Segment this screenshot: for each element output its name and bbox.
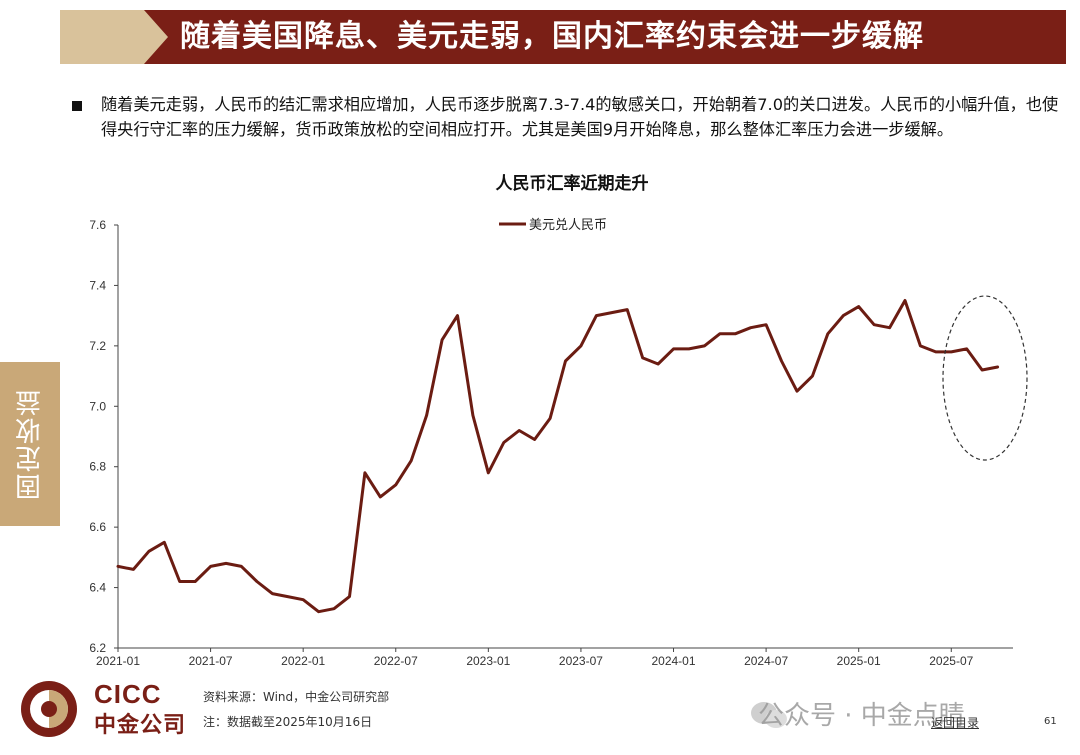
chart-title: 人民币汇率近期走升 — [496, 173, 649, 194]
x-tick-label: 2022-07 — [374, 654, 418, 668]
y-tick-label: 7.2 — [89, 339, 106, 353]
x-tick-label: 2024-07 — [744, 654, 788, 668]
data-note: 注：数据截至2025年10月16日 — [203, 715, 373, 729]
wechat-icon — [751, 702, 787, 728]
bullet-square-icon — [72, 101, 82, 111]
chart-legend: 美元兑人民币 — [499, 218, 607, 233]
x-tick-label: 2021-07 — [189, 654, 233, 668]
y-tick-label: 6.4 — [89, 581, 106, 595]
page-title: 随着美国降息、美元走弱，国内汇率约束会进一步缓解 — [180, 19, 924, 54]
back-to-contents-link[interactable]: 返回目录 — [931, 716, 980, 730]
series-line — [116, 299, 1000, 614]
cicc-logo-icon — [21, 681, 77, 737]
header-accent-tab — [60, 10, 170, 64]
header-banner — [144, 10, 1066, 64]
watermark-text: 公众号 · 中金点睛 — [758, 701, 965, 731]
highlight-ellipse — [942, 295, 1028, 461]
chart-axes — [117, 225, 1013, 649]
chart-series — [116, 299, 1000, 614]
y-tick-label: 7.6 — [89, 218, 106, 232]
logo-text-en: CICC — [94, 679, 162, 709]
x-tick-label: 2024-01 — [651, 654, 695, 668]
section-side-tab-label: 固定收益 — [15, 388, 46, 500]
x-axis-ticks: 2021-01 2021-07 2022-01 2022-07 2023-01 2023-… — [96, 648, 974, 668]
y-tick-label: 6.8 — [89, 460, 106, 474]
y-tick-label: 7.4 — [89, 278, 106, 292]
x-tick-label: 2021-01 — [96, 654, 140, 668]
data-source: 资料来源：Wind，中金公司研究部 — [203, 690, 390, 704]
x-tick-label: 2022-01 — [281, 654, 325, 668]
y-tick-label: 7.0 — [89, 399, 106, 413]
bullet-paragraph: 随着美元走弱，人民币的结汇需求相应增加，人民币逐步脱离7.3-7.4的敏感关口，… — [101, 95, 1059, 139]
y-axis-ticks: 6.2 6.4 6.6 6.8 7.0 7.2 7.4 7.6 — [89, 218, 118, 655]
section-side-tab: 固定收益 — [0, 362, 60, 526]
legend-label: 美元兑人民币 — [529, 218, 607, 233]
y-tick-label: 6.6 — [89, 520, 106, 534]
x-tick-label: 2023-07 — [559, 654, 603, 668]
x-tick-label: 2023-01 — [466, 654, 510, 668]
logo-text-cn: 中金公司 — [94, 713, 187, 738]
page-number: 61 — [1044, 716, 1057, 727]
x-tick-label: 2025-01 — [837, 654, 881, 668]
exchange-rate-chart: 人民币汇率近期走升 6.2 6.4 6.6 6.8 7.0 7.2 7.4 7.6 2021-… — [89, 173, 1028, 668]
x-tick-label: 2025-07 — [929, 654, 973, 668]
y-tick-label: 6.2 — [89, 641, 106, 655]
